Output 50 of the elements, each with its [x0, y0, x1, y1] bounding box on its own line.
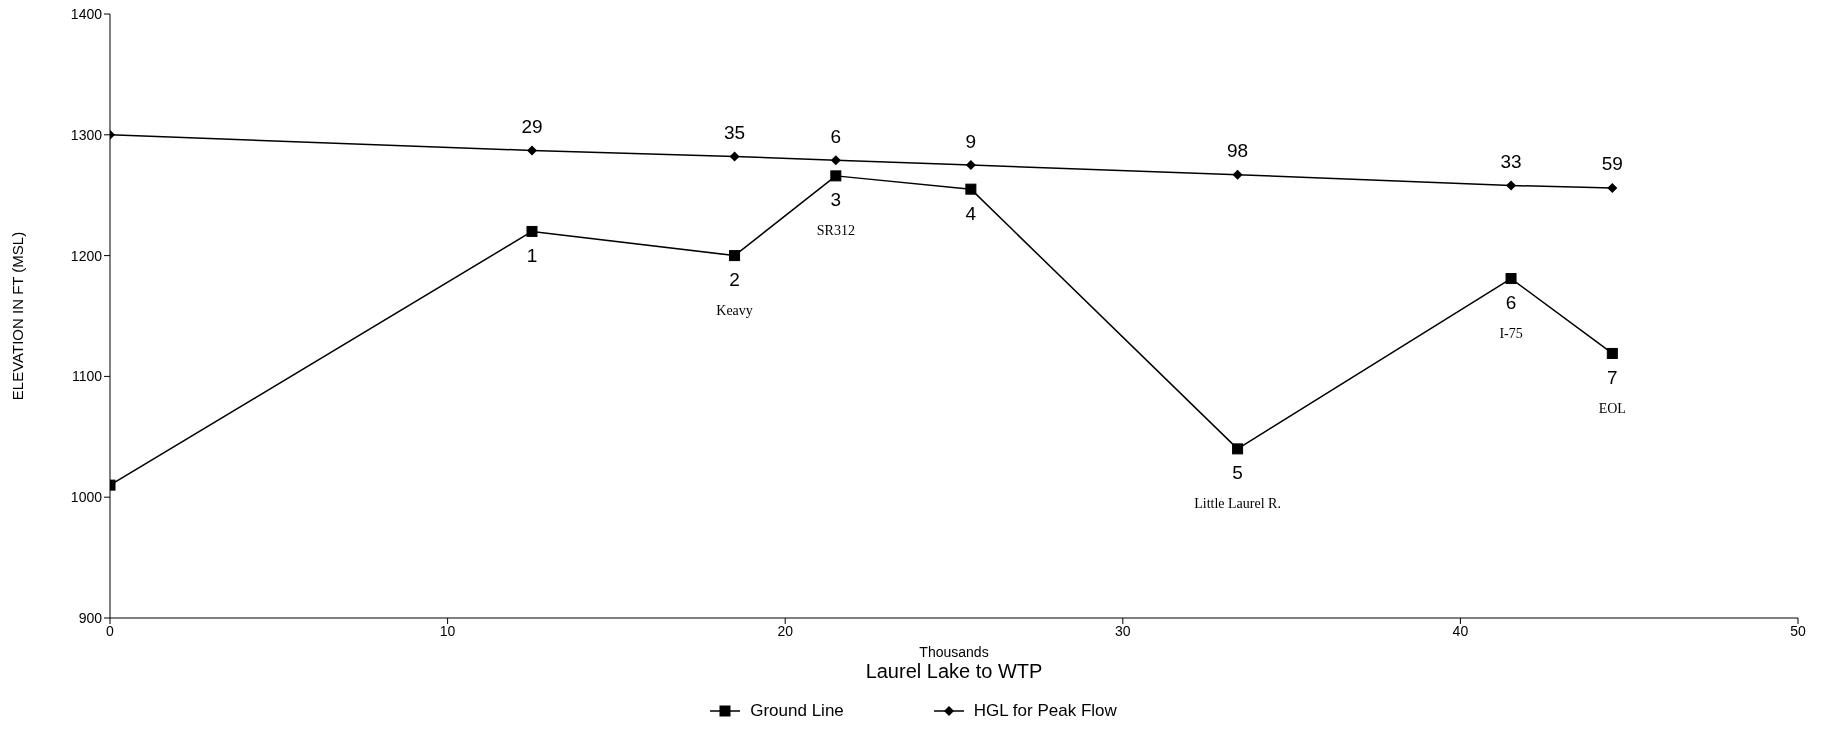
- annotation: 6: [830, 125, 842, 147]
- y-tick-label: 1100: [71, 368, 103, 385]
- y-tick-label: 1400: [70, 5, 103, 22]
- x-tick-label: 20: [777, 622, 794, 639]
- point: [526, 225, 538, 237]
- point: [1505, 273, 1517, 285]
- point: [1607, 182, 1618, 193]
- annotation: 7: [1607, 366, 1618, 388]
- point: [830, 155, 841, 166]
- annotation: 29: [521, 116, 543, 137]
- annotation: 33: [1500, 151, 1522, 173]
- point: [527, 145, 537, 156]
- annotation: 59: [1601, 153, 1623, 175]
- annotation: SR312: [816, 223, 855, 239]
- annotation: EOL: [1598, 400, 1626, 416]
- annotation: 6: [1505, 292, 1517, 314]
- point: [1606, 347, 1618, 359]
- legend-label: Ground Line: [750, 701, 844, 721]
- annotation: Keavy: [716, 303, 753, 319]
- y-tick-label: 900: [78, 609, 103, 626]
- annotation: I-75: [1499, 326, 1523, 342]
- annotation: 5: [1232, 462, 1243, 484]
- point: [965, 183, 977, 195]
- y-tick-label: 1000: [70, 489, 103, 506]
- point: [729, 250, 741, 262]
- point: [729, 151, 740, 162]
- annotation: 9: [965, 130, 977, 152]
- x-tick-label: 50: [1790, 622, 1806, 639]
- point: [830, 170, 842, 182]
- y-tick-label: 1300: [70, 126, 103, 143]
- legend-label: HGL for Peak Flow: [973, 701, 1117, 721]
- annotation: 1: [526, 244, 538, 266]
- x-tick-label: 0: [106, 622, 115, 639]
- point: [965, 160, 976, 170]
- annotation: 35: [723, 122, 746, 144]
- annotation: 3: [830, 189, 842, 211]
- annotation: Little Laurel R.: [1194, 496, 1281, 512]
- y-axis-title: ELEVATION IN FT (MSL): [9, 231, 27, 401]
- y-tick-label: 1200: [70, 247, 103, 264]
- point: [1232, 443, 1244, 455]
- text: Thousands: [918, 644, 990, 660]
- annotation: 2: [729, 269, 740, 291]
- x-tick-label: 30: [1115, 622, 1131, 639]
- x-tick-label: 10: [439, 622, 456, 639]
- x-axis-title: Laurel Lake to WTP: [864, 660, 1044, 683]
- point: [1232, 169, 1243, 180]
- x-tick-label: 40: [1452, 622, 1469, 639]
- annotation: 4: [965, 202, 977, 224]
- point: [1506, 180, 1517, 191]
- annotation: 98: [1227, 140, 1249, 162]
